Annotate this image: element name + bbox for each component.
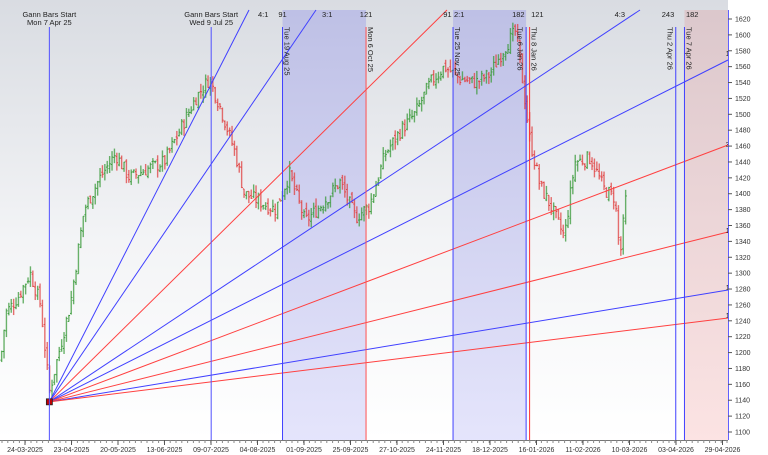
y-tick-label: 1500 [735,112,751,119]
y-tick-label: 1540 [735,80,751,87]
y-tick-label: 1600 [735,32,751,39]
x-tick-label: 13-06-2025 [147,447,183,454]
x-tick-label: 09-07-2025 [193,447,229,454]
x-tick-label: 25-09-2025 [333,447,369,454]
y-tick-label: 1140 [735,398,750,405]
y-tick-label: 1280 [735,287,751,294]
gann-fan-line [49,59,729,403]
time-marker-date: Mon 6 Oct 25 [366,27,375,72]
y-tick-label: 1260 [735,302,751,309]
y-tick-label: 1560 [735,64,751,71]
y-axis-background [728,0,768,455]
gann-fan-line [49,9,641,403]
x-tick-label: 20-05-2025 [100,447,136,454]
y-tick-label: 1300 [735,271,751,278]
time-marker-count: 182 [512,10,525,19]
gann-fan-line [48,9,317,403]
y-tick-label: 1440 [735,159,751,166]
gann-fan-line [49,9,448,403]
gann-start-label: Gann Bars Start [22,10,77,19]
gann-fan-line [49,289,729,403]
gann-fan-label: 2:1 [454,10,464,19]
y-tick-label: 1180 [735,366,750,373]
y-tick-label: 1380 [735,207,751,214]
time-marker-count: 182 [686,10,699,19]
time-marker-count: 121 [360,10,373,19]
time-marker-count: 91 [443,10,451,19]
y-tick-label: 1160 [735,382,750,389]
time-marker-count: 91 [278,10,286,19]
y-tick-label: 1240 [735,318,751,325]
gann-fan-label: 3:1 [322,10,332,19]
shaded-zone [684,10,728,440]
time-marker-date: Tue 25 Nov 25 [453,27,462,76]
x-tick-label: 18-12-2025 [472,447,508,454]
gann-fan-line [49,317,729,403]
y-tick-label: 1620 [735,17,751,24]
gann-fan-line [49,231,729,403]
x-tick-label: 29-04-2026 [705,447,741,454]
x-axis: 24-03-2025 23-04-2025 20-05-2025 13-06-2025… [0,440,768,455]
x-tick-label: 24-03-2025 [7,447,43,454]
time-marker-count: 121 [531,10,544,19]
time-marker-date: Thu 8 Jan 26 [530,27,539,71]
price-bars [0,22,627,397]
y-tick-label: 1580 [735,48,751,55]
y-tick-label: 1400 [735,191,751,198]
x-tick-label: 04-08-2025 [240,447,276,454]
x-tick-label: 24-11-2025 [426,447,461,454]
y-tick-label: 1360 [735,223,751,230]
y-axis: 1100 1120 1140 1160 1180 1200 1220 1240 1260 1280… [728,0,768,455]
y-tick-label: 1340 [735,239,751,246]
gann-start-label: Gann Bars Start [184,10,239,19]
y-tick-label: 1480 [735,128,751,135]
time-marker-date: Tue 7 Apr 26 [684,27,693,70]
gann-fan-line [48,9,250,403]
x-tick-label: 11-02-2026 [565,447,600,454]
shaded-zone [282,10,367,440]
gann-fan: 4:13:12:14:31:13:41:21:31:4 [45,9,736,406]
gann-fan-line [49,144,729,403]
y-tick-label: 1520 [735,96,751,103]
time-marker-date: Tue 6 Jan 26 [516,27,525,71]
time-marker-date: Tue 19 Aug 25 [283,27,292,76]
x-tick-label: 01-09-2025 [286,447,322,454]
gann-fan-label: 4:1 [258,10,268,19]
x-tick-label: 23-04-2025 [54,447,90,454]
y-tick-label: 1320 [735,255,751,262]
x-axis-background [0,440,768,455]
gann-start-date: Mon 7 Apr 25 [27,18,72,27]
y-tick-label: 1460 [735,144,751,151]
x-tick-label: 03-04-2026 [658,447,694,454]
time-marker-count: 243 [662,10,675,19]
gann-fan-label: 4:3 [615,10,625,19]
y-tick-label: 1220 [735,334,751,341]
x-tick-label: 16-01-2026 [519,447,555,454]
y-tick-label: 1420 [735,175,751,182]
x-tick-label: 27-10-2025 [379,447,415,454]
y-tick-label: 1120 [735,414,750,421]
x-tick-label: 10-03-2026 [612,447,648,454]
y-tick-label: 1100 [735,430,750,437]
time-marker-date: Thu 2 Apr 26 [665,27,674,70]
y-tick-label: 1200 [735,350,751,357]
shaded-zone [453,10,527,440]
gann-start-date: Wed 9 Jul 25 [189,18,233,27]
